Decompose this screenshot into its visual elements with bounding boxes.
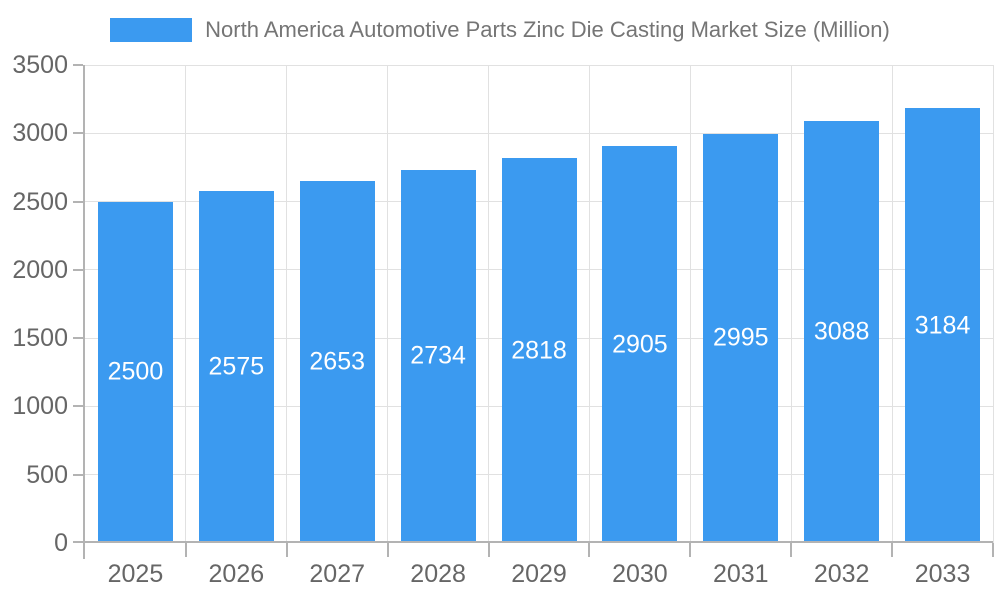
- y-tick-label: 2500: [12, 187, 68, 216]
- bar-value-label: 2995: [712, 323, 769, 352]
- h-gridline: [85, 64, 993, 66]
- x-axis-labels: 2025 2026 2027 2028 2029 2030 2031 2032 2033: [85, 559, 993, 591]
- h-gridline: [85, 132, 993, 134]
- y-tick-label: 0: [54, 529, 68, 557]
- x-tick-label: 2028: [410, 560, 466, 588]
- legend-color-swatch: [110, 18, 193, 42]
- v-gridline: [992, 65, 994, 543]
- bar-value-label: 3088: [813, 317, 870, 346]
- x-tick-mark: [790, 543, 793, 557]
- v-gridline: [488, 65, 490, 543]
- y-tick-mark: [73, 132, 83, 135]
- y-axis-labels: 0 500 1000 1500 2000 2500 3000 3500: [0, 52, 68, 556]
- y-tick-label: 3500: [12, 51, 68, 79]
- bar-value-label: 2653: [309, 347, 366, 376]
- v-gridline: [891, 65, 893, 543]
- y-tick-mark: [73, 268, 83, 271]
- x-tick-mark: [588, 543, 591, 557]
- v-gridline: [790, 65, 792, 543]
- bar-2025[interactable]: 2500: [97, 201, 173, 543]
- bar-value-label: 2575: [208, 352, 265, 381]
- y-tick-mark: [73, 64, 83, 66]
- bar-value-label: 3184: [914, 311, 971, 340]
- bar-value-label: 2500: [107, 357, 164, 386]
- y-tick-label: 2000: [12, 255, 68, 284]
- x-tick-label: 2029: [511, 560, 567, 588]
- x-tick-mark: [992, 543, 994, 557]
- y-tick-mark: [73, 473, 83, 476]
- y-tick-mark: [73, 337, 83, 340]
- bar-2030[interactable]: 2905: [602, 146, 678, 543]
- y-tick-label: 500: [26, 460, 68, 489]
- y-tick-label: 1000: [12, 392, 68, 421]
- y-tick-mark: [73, 541, 83, 543]
- x-tick-mark: [184, 543, 187, 557]
- x-tick-mark: [689, 543, 692, 557]
- v-gridline: [588, 65, 590, 543]
- x-tick-mark: [285, 543, 288, 557]
- x-tick-mark: [386, 543, 389, 557]
- bar-2031[interactable]: 2995: [703, 133, 779, 543]
- x-axis-line: [83, 541, 993, 543]
- bar-2028[interactable]: 2734: [400, 169, 476, 543]
- v-gridline: [689, 65, 691, 543]
- y-axis-line: [83, 65, 85, 559]
- v-gridline: [387, 65, 389, 543]
- y-tick-label: 3000: [12, 119, 68, 148]
- x-tick-label: 2032: [813, 560, 870, 588]
- bar-value-label: 2818: [511, 336, 567, 365]
- bar-2029[interactable]: 2818: [501, 158, 577, 543]
- bar-2027[interactable]: 2653: [299, 180, 375, 543]
- x-tick-label: 2026: [208, 560, 265, 588]
- bar-2032[interactable]: 3088: [804, 121, 880, 543]
- chart-legend[interactable]: North America Automotive Parts Zinc Die …: [0, 17, 1000, 43]
- y-tick-mark: [73, 405, 83, 408]
- bar-2026[interactable]: 2575: [198, 191, 274, 543]
- bar-value-label: 2734: [410, 341, 466, 370]
- bar-2033[interactable]: 3184: [905, 108, 981, 543]
- x-tick-label: 2031: [712, 560, 769, 588]
- plot-area: 2500 2575 2653 2734 2818 2905 2995 3088 3184: [73, 64, 994, 559]
- y-tick-label: 1500: [12, 324, 68, 353]
- x-tick-mark: [487, 543, 490, 557]
- y-tick-mark: [73, 200, 83, 203]
- x-tick-label: 2030: [612, 560, 668, 588]
- legend-label: North America Automotive Parts Zinc Die …: [205, 17, 890, 42]
- v-gridline: [286, 65, 288, 543]
- x-tick-mark: [891, 543, 894, 557]
- v-gridline: [185, 65, 187, 543]
- x-tick-label: 2027: [309, 560, 366, 588]
- x-tick-label: 2033: [914, 560, 971, 588]
- x-tick-label: 2025: [107, 560, 164, 588]
- bar-value-label: 2905: [612, 330, 668, 359]
